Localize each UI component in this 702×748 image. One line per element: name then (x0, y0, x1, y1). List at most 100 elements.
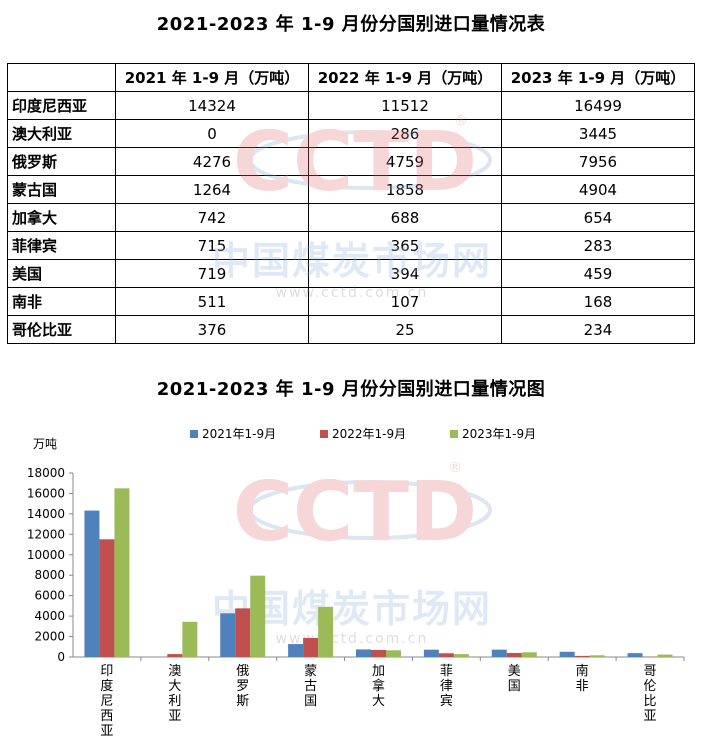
value-2023-cell: 234 (501, 315, 695, 344)
bar (559, 651, 575, 657)
bar (220, 613, 236, 657)
y-tick-label: 10000 (27, 548, 65, 562)
bar (521, 652, 537, 657)
value-2022-cell: 365 (308, 231, 502, 260)
bar (506, 652, 522, 657)
y-tick-label: 16000 (27, 486, 65, 500)
x-tick-label: 蒙古国 (304, 664, 317, 709)
bar (438, 653, 454, 657)
bar (182, 621, 198, 657)
value-2021-cell: 4276 (115, 147, 309, 176)
x-tick-label: 哥伦比亚 (644, 664, 657, 724)
value-2022-cell: 1858 (308, 175, 502, 204)
table-row: 俄罗斯 4276 4759 7956 (7, 147, 695, 176)
table-header-2023: 2023 年 1-9 月（万吨） (501, 63, 695, 92)
value-2021-cell: 511 (115, 287, 309, 316)
legend-swatch (320, 430, 328, 438)
value-2022-cell: 107 (308, 287, 502, 316)
value-2021-cell: 715 (115, 231, 309, 260)
x-tick-label: 菲律宾 (440, 664, 453, 709)
value-2023-cell: 16499 (501, 91, 695, 120)
x-tick-label: 澳大利亚 (168, 663, 181, 724)
table-header-row: 2021 年 1-9 月（万吨） 2022 年 1-9 月（万吨） 2023 年… (7, 63, 695, 92)
x-tick-label: 印度尼西亚 (100, 664, 113, 739)
y-tick-label: 2000 (34, 630, 65, 644)
bar (84, 510, 100, 657)
value-2021-cell: 0 (115, 119, 309, 148)
value-2021-cell: 376 (115, 315, 309, 344)
legend-swatch (190, 430, 198, 438)
legend-label: 2022年1-9月 (332, 427, 406, 441)
value-2023-cell: 654 (501, 203, 695, 232)
bar (235, 608, 251, 657)
y-tick-label: 14000 (27, 507, 65, 521)
bar (657, 654, 673, 657)
bar (453, 654, 469, 657)
watermark-registered-mark: ® (448, 460, 462, 476)
legend-label: 2023年1-9月 (462, 427, 536, 441)
bar (371, 649, 386, 657)
value-2023-cell: 3445 (501, 119, 695, 148)
bar (303, 638, 319, 657)
country-cell: 菲律宾 (7, 231, 116, 260)
country-cell: 美国 (7, 259, 116, 288)
bar (423, 649, 439, 657)
bar (114, 488, 130, 657)
bar (288, 644, 304, 657)
table-row: 菲律宾 715 365 283 (7, 231, 695, 260)
table-title: 2021-2023 年 1-9 月份分国别进口量情况表 (156, 14, 546, 35)
country-cell: 蒙古国 (7, 175, 116, 204)
country-cell: 俄罗斯 (7, 147, 116, 176)
value-2022-cell: 394 (308, 259, 502, 288)
bar (386, 650, 401, 657)
y-tick-label: 18000 (27, 466, 65, 480)
y-tick-label: 12000 (27, 527, 65, 541)
legend-label: 2021年1-9月 (202, 427, 276, 441)
value-2021-cell: 14324 (115, 91, 309, 120)
value-2023-cell: 283 (501, 231, 695, 260)
x-tick-label: 俄罗斯 (236, 664, 249, 709)
table-row: 南非 511 107 168 (7, 287, 695, 316)
value-2021-cell: 719 (115, 259, 309, 288)
bar (318, 606, 334, 657)
table-row: 蒙古国 1264 1858 4904 (7, 175, 695, 204)
y-tick-label: 8000 (34, 568, 65, 582)
value-2023-cell: 7956 (501, 147, 695, 176)
y-axis-unit-label: 万吨 (33, 437, 57, 451)
country-cell: 加拿大 (7, 203, 116, 232)
value-2022-cell: 688 (308, 203, 502, 232)
value-2022-cell: 4759 (308, 147, 502, 176)
plot-area: 0 2000 4000 6000 8000 10000 12000 14000 16000 180… (27, 466, 685, 739)
table-header-2022: 2022 年 1-9 月（万吨） (308, 63, 502, 92)
value-2022-cell: 25 (308, 315, 502, 344)
country-cell: 印度尼西亚 (7, 91, 116, 120)
bar (356, 649, 371, 657)
chart-legend: 2021年1-9月 2022年1-9月 2023年1-9月 (190, 427, 536, 441)
y-tick-label: 0 (57, 650, 65, 664)
x-tick-label: 南非 (576, 663, 589, 694)
bar (99, 539, 115, 657)
y-tick-label: 4000 (34, 609, 65, 623)
bar (167, 654, 183, 657)
table-header-2021: 2021 年 1-9 月（万吨） (115, 63, 309, 92)
watermark-orbit-icon (248, 480, 492, 540)
country-cell: 南非 (7, 287, 116, 316)
value-2022-cell: 11512 (308, 91, 502, 120)
value-2022-cell: 286 (308, 119, 502, 148)
bar (627, 653, 643, 657)
import-table: 2021 年 1-9 月（万吨） 2022 年 1-9 月（万吨） 2023 年… (7, 63, 695, 344)
value-2021-cell: 742 (115, 203, 309, 232)
bar-chart: 万吨 2021年1-9月 2022年1-9月 2023年1-9月 CCTD ® 中国… (27, 427, 685, 739)
x-tick-label: 美国 (508, 664, 521, 694)
chart-title: 2021-2023 年 1-9 月份分国别进口量情况图 (156, 379, 546, 400)
table-row: 印度尼西亚 14324 11512 16499 (7, 91, 695, 120)
table-header-corner (7, 63, 116, 92)
bar (250, 575, 266, 657)
x-tick-label: 加拿大 (372, 664, 385, 709)
value-2023-cell: 459 (501, 259, 695, 288)
watermark-logo: CCTD (233, 465, 477, 560)
country-cell: 哥伦比亚 (7, 315, 116, 344)
bar (574, 655, 590, 657)
value-2023-cell: 4904 (501, 175, 695, 204)
y-tick-label: 6000 (34, 589, 65, 603)
